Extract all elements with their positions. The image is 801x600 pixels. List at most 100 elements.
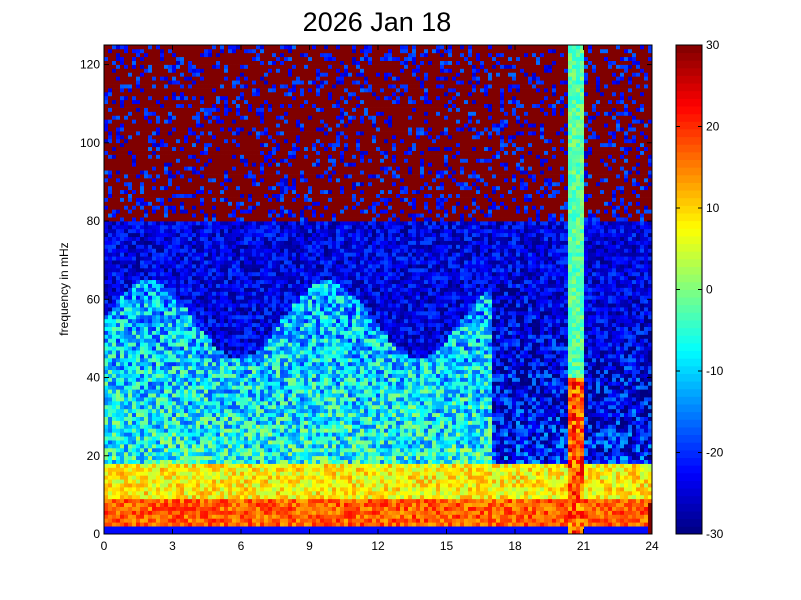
heatmap-cell — [144, 252, 149, 257]
heatmap-cell — [112, 338, 117, 343]
heatmap-cell — [160, 127, 165, 132]
heatmap-cell — [200, 416, 205, 421]
heatmap-cell — [176, 307, 181, 312]
heatmap-cell — [236, 275, 241, 281]
heatmap-cell — [160, 295, 165, 300]
heatmap-cell — [204, 373, 209, 378]
heatmap-cell — [200, 287, 205, 292]
heatmap-cell — [220, 232, 225, 238]
heatmap-cell — [108, 365, 113, 371]
heatmap-cell — [252, 318, 257, 324]
heatmap-cell — [192, 138, 197, 144]
heatmap-cell — [124, 158, 129, 163]
heatmap-cell — [112, 357, 117, 363]
heatmap-cell — [212, 455, 217, 461]
heatmap-cell — [176, 166, 181, 171]
heatmap-cell — [208, 72, 213, 77]
heatmap-cell — [128, 447, 133, 453]
heatmap-cell — [228, 134, 233, 140]
heatmap-cell — [256, 267, 261, 273]
heatmap-cell — [176, 76, 181, 81]
heatmap-cell — [184, 330, 189, 335]
heatmap-cell — [108, 205, 113, 210]
heatmap-cell — [236, 72, 241, 77]
heatmap-cell — [180, 146, 185, 151]
heatmap-cell — [120, 68, 125, 73]
heatmap-cell — [196, 432, 201, 437]
heatmap-cell — [180, 60, 185, 65]
heatmap-cell — [108, 502, 113, 507]
heatmap-cell — [236, 479, 241, 484]
heatmap-cell — [116, 404, 121, 410]
heatmap-cell — [184, 68, 189, 73]
heatmap-cell — [172, 447, 177, 453]
heatmap-cell — [240, 228, 245, 234]
heatmap-cell — [156, 346, 161, 351]
heatmap-cell — [168, 185, 173, 191]
heatmap-cell — [240, 111, 245, 116]
heatmap-cell — [232, 45, 237, 50]
heatmap-cell — [140, 84, 145, 89]
heatmap-cell — [224, 490, 229, 496]
heatmap-cell — [160, 475, 165, 480]
heatmap-cell — [240, 369, 245, 374]
heatmap-cell — [124, 389, 129, 394]
heatmap-cell — [252, 209, 257, 214]
heatmap-cell — [148, 217, 153, 222]
heatmap-cell — [176, 244, 181, 249]
heatmap-cell — [240, 217, 245, 222]
heatmap-cell — [228, 307, 233, 312]
heatmap-cell — [256, 397, 261, 402]
heatmap-cell — [256, 221, 261, 226]
heatmap-cell — [180, 209, 185, 214]
heatmap-cell — [220, 381, 225, 386]
heatmap-cell — [144, 307, 149, 312]
heatmap-cell — [224, 295, 229, 300]
heatmap-cell — [200, 377, 205, 382]
heatmap-cell — [236, 428, 241, 433]
heatmap-cell — [108, 260, 113, 265]
heatmap-cell — [164, 134, 169, 140]
heatmap-cell — [104, 518, 109, 523]
heatmap-cell — [248, 342, 253, 347]
heatmap-cell — [200, 393, 205, 398]
heatmap-cell — [156, 213, 161, 218]
heatmap-cell — [248, 463, 253, 468]
heatmap-cell — [236, 487, 241, 492]
heatmap-cell — [112, 99, 117, 105]
heatmap-cell — [164, 307, 169, 312]
heatmap-cell — [216, 221, 221, 226]
heatmap-cell — [156, 502, 161, 507]
heatmap-cell — [112, 471, 117, 476]
heatmap-cell — [228, 357, 233, 363]
heatmap-cell — [104, 260, 109, 265]
heatmap-cell — [196, 451, 201, 457]
heatmap-cell — [156, 314, 161, 320]
heatmap-cell — [124, 189, 129, 194]
heatmap-cell — [160, 522, 165, 527]
heatmap-cell — [224, 221, 229, 226]
heatmap-cell — [128, 287, 133, 292]
heatmap-cell — [172, 170, 177, 175]
heatmap-cell — [128, 232, 133, 238]
heatmap-cell — [140, 428, 145, 433]
heatmap-cell — [112, 440, 117, 445]
heatmap-cell — [256, 48, 261, 54]
heatmap-cell — [228, 64, 233, 69]
heatmap-cell — [132, 150, 137, 155]
heatmap-cell — [256, 389, 261, 394]
heatmap-cell — [228, 166, 233, 171]
heatmap-cell — [108, 357, 113, 363]
heatmap-cell — [124, 494, 129, 500]
heatmap-cell — [140, 185, 145, 191]
heatmap-cell — [204, 248, 209, 253]
heatmap-cell — [112, 346, 117, 351]
heatmap-cell — [232, 400, 237, 406]
heatmap-cell — [244, 471, 249, 476]
heatmap-cell — [144, 264, 149, 269]
heatmap-cell — [136, 389, 141, 394]
heatmap-cell — [232, 459, 237, 464]
heatmap-cell — [124, 48, 129, 54]
heatmap-cell — [196, 138, 201, 144]
heatmap-cell — [208, 365, 213, 371]
